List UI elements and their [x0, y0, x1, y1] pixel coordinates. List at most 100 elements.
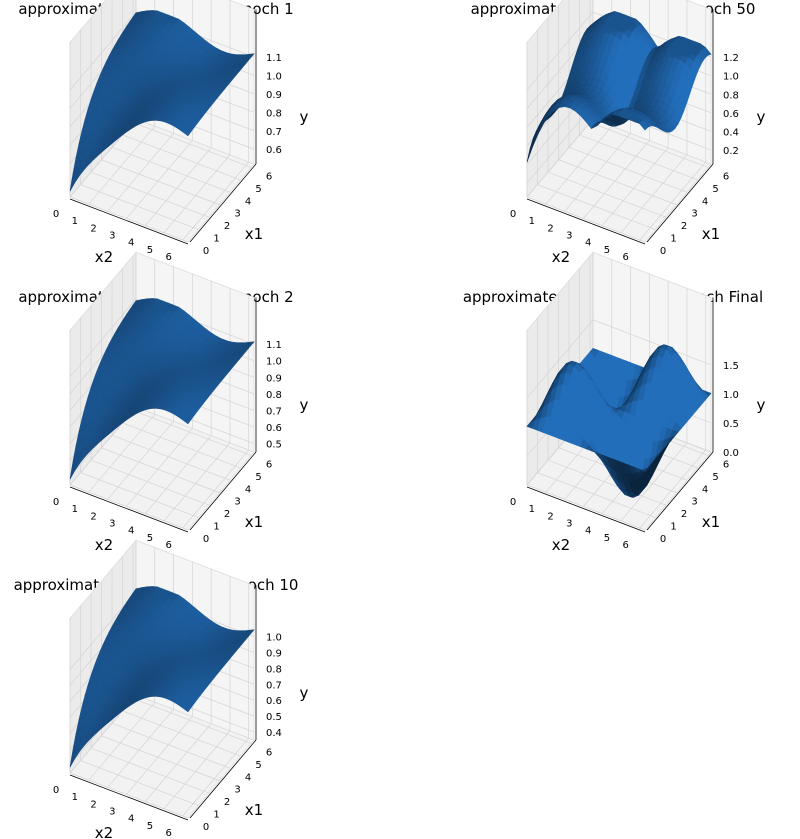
y-tick-label: 1.2: [723, 53, 739, 64]
surface: [69, 586, 255, 768]
x2-tick-label: 2: [90, 511, 96, 522]
x1-tick-label: 4: [245, 772, 251, 783]
y-tick-label: 1.0: [723, 72, 739, 83]
grid-line: [547, 17, 667, 218]
grid-line: [80, 317, 199, 518]
grid-line: [101, 5, 220, 206]
x2-tick-label: 6: [166, 540, 172, 551]
grid-line: [537, 29, 656, 230]
x2-tick-label: 6: [166, 828, 172, 839]
x2-axis-line: [69, 486, 189, 533]
x2-tick-label: 5: [604, 533, 610, 544]
surface: [69, 10, 255, 192]
grid-line: [90, 305, 210, 506]
y-axis-label: y: [300, 684, 309, 702]
x2-tick-label: 1: [72, 216, 78, 227]
grid-line: [80, 29, 199, 230]
x2-tick-label: 0: [53, 785, 59, 796]
y-tick-label: 0.8: [266, 108, 282, 119]
x1-tick-label: 5: [255, 184, 261, 195]
x2-tick-label: 5: [147, 821, 153, 832]
x2-tick-label: 2: [547, 511, 553, 522]
x1-tick-label: 3: [691, 209, 697, 220]
y-tick-label: 1.1: [266, 53, 282, 64]
grid-line: [526, 42, 646, 243]
x1-tick-label: 2: [681, 509, 687, 520]
x2-tick-label: 4: [585, 526, 591, 537]
y-axis-label: y: [757, 396, 766, 414]
x1-tick-label: 6: [266, 171, 272, 182]
x1-tick-label: 1: [213, 234, 219, 245]
x1-tick-label: 4: [245, 484, 251, 495]
y-tick-label: 1.0: [266, 632, 282, 643]
x1-tick-label: 6: [266, 459, 272, 470]
x1-axis-label: x1: [245, 513, 263, 531]
grid-line: [69, 42, 189, 243]
x2-tick-label: 4: [128, 526, 134, 537]
x1-tick-label: 1: [670, 522, 676, 533]
x1-tick-label: 4: [245, 196, 251, 207]
x2-tick-label: 0: [510, 209, 516, 220]
surface: [526, 344, 712, 498]
grid-line: [69, 330, 189, 531]
surface-patch: [182, 127, 192, 137]
y-tick-label: 1.5: [723, 361, 739, 372]
x2-tick-label: 2: [90, 799, 96, 810]
grid-line: [163, 288, 231, 522]
surface: [526, 11, 712, 163]
grid-line: [69, 11, 255, 91]
grid-line: [558, 5, 677, 206]
x1-axis-line: [646, 163, 714, 243]
y-tick-label: 0.5: [723, 419, 739, 430]
y-tick-label: 1.0: [266, 357, 282, 368]
x1-tick-label: 0: [203, 246, 209, 257]
x2-tick-label: 0: [53, 497, 59, 508]
x2-tick-label: 2: [90, 223, 96, 234]
x2-tick-label: 3: [566, 518, 572, 529]
x1-tick-label: 2: [681, 221, 687, 232]
x1-tick-label: 1: [670, 234, 676, 245]
x2-tick-label: 1: [529, 504, 535, 515]
x1-tick-label: 6: [266, 747, 272, 758]
y-tick-label: 0.8: [723, 90, 739, 101]
x2-tick-label: 1: [529, 216, 535, 227]
chart-panel: approximated function after epoch 101234…: [18, 0, 309, 266]
grid-line: [579, 0, 698, 181]
x1-tick-label: 0: [660, 246, 666, 257]
x1-axis-line: [189, 163, 257, 243]
x2-tick-label: 0: [53, 209, 59, 220]
surface-patch: [182, 415, 192, 425]
x1-tick-label: 0: [203, 534, 209, 545]
y-tick-label: 0.6: [723, 109, 739, 120]
x1-tick-label: 4: [702, 484, 708, 495]
y-tick-label: 0.4: [723, 127, 739, 138]
x2-tick-label: 4: [128, 238, 134, 249]
x1-tick-label: 1: [213, 522, 219, 533]
x2-tick-label: 3: [566, 230, 572, 241]
chart-panel: approximated function after epoch 100123…: [14, 539, 309, 839]
x1-tick-label: 3: [691, 497, 697, 508]
x2-axis-label: x2: [95, 248, 113, 266]
x1-tick-label: 6: [723, 171, 729, 182]
x2-tick-label: 1: [72, 504, 78, 515]
grid-line: [639, 7, 707, 241]
x2-tick-label: 5: [604, 245, 610, 256]
y-axis-label: y: [757, 108, 766, 126]
y-tick-label: 0.5: [266, 440, 282, 451]
chart-panel: approximated function after epoch 201234…: [18, 251, 309, 554]
surface: [69, 298, 255, 480]
x1-tick-label: 0: [660, 534, 666, 545]
x1-axis-line: [646, 451, 714, 531]
x2-tick-label: 6: [623, 252, 629, 263]
x1-tick-label: 3: [234, 209, 240, 220]
y-tick-label: 0.6: [266, 423, 282, 434]
y-axis-label: y: [300, 396, 309, 414]
x2-tick-label: 5: [147, 533, 153, 544]
x2-axis-line: [526, 198, 646, 245]
x1-axis-label: x1: [702, 513, 720, 531]
x1-tick-label: 5: [712, 472, 718, 483]
x1-tick-label: 6: [723, 459, 729, 470]
x2-tick-label: 4: [585, 238, 591, 249]
y-tick-label: 1.0: [266, 71, 282, 82]
y-tick-label: 1.0: [723, 390, 739, 401]
